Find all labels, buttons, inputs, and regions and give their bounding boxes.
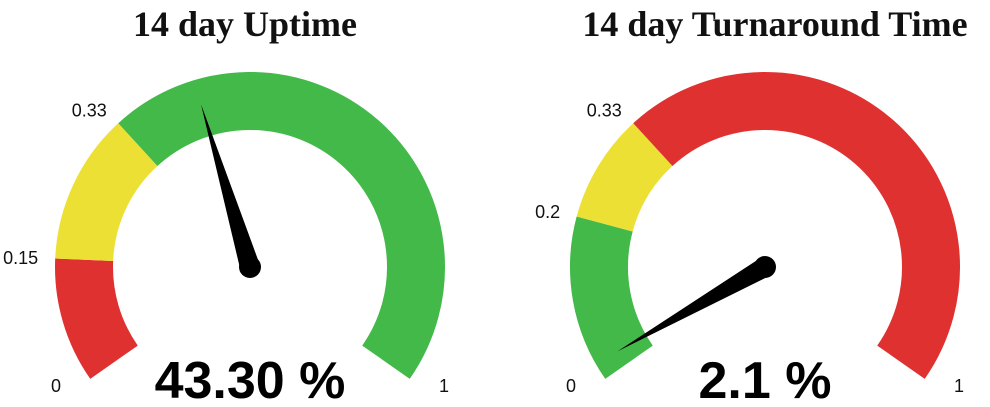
gauge-needle-pointer <box>201 104 260 270</box>
uptime-gauge-svg: 14 day Uptime 0 0.15 0.33 1 43.30 % <box>3 4 449 407</box>
gauge-needle-hub <box>239 256 261 278</box>
uptime-gauge: 14 day Uptime 0 0.15 0.33 1 43.30 % <box>3 4 449 407</box>
gauge-tick-label: 0.2 <box>535 202 560 222</box>
gauge-tick-label: 0.33 <box>72 101 107 121</box>
gauge-needle-hub <box>754 256 776 278</box>
gauge-band-0 <box>570 216 654 379</box>
gauge-needle <box>617 256 776 352</box>
gauge-tick-label: 0.15 <box>3 248 38 268</box>
gauge-tick-label: 1 <box>954 376 964 396</box>
turnaround-gauge-svg: 14 day Turnaround Time 0 0.2 0.33 1 2.1 % <box>535 4 967 407</box>
gauge-needle <box>201 104 261 278</box>
turnaround-gauge: 14 day Turnaround Time 0 0.2 0.33 1 2.1 % <box>495 0 990 407</box>
gauge-needle-pointer <box>617 258 770 352</box>
gauge-band-1 <box>576 123 674 233</box>
gauge-tick-label: 0.33 <box>587 101 622 121</box>
gauge-band-0 <box>55 258 139 379</box>
gauge-band-1 <box>55 123 158 262</box>
gauge-title: 14 day Turnaround Time <box>582 4 967 44</box>
gauge-value-label: 43.30 % <box>155 352 346 407</box>
gauge-band-2 <box>118 72 445 379</box>
gauge-tick-label: 0 <box>566 376 576 396</box>
gauge-tick-label: 1 <box>439 376 449 396</box>
gauge-tick-labels: 0 0.15 0.33 1 <box>3 101 449 396</box>
gauge-title: 14 day Uptime <box>133 4 357 44</box>
gauge-bands <box>570 72 960 379</box>
gauge-bands <box>55 72 445 379</box>
gauge-tick-labels: 0 0.2 0.33 1 <box>535 101 964 396</box>
gauge-band-2 <box>633 72 960 379</box>
gauge-tick-label: 0 <box>51 376 61 396</box>
gauge-value-label: 2.1 % <box>699 352 832 407</box>
